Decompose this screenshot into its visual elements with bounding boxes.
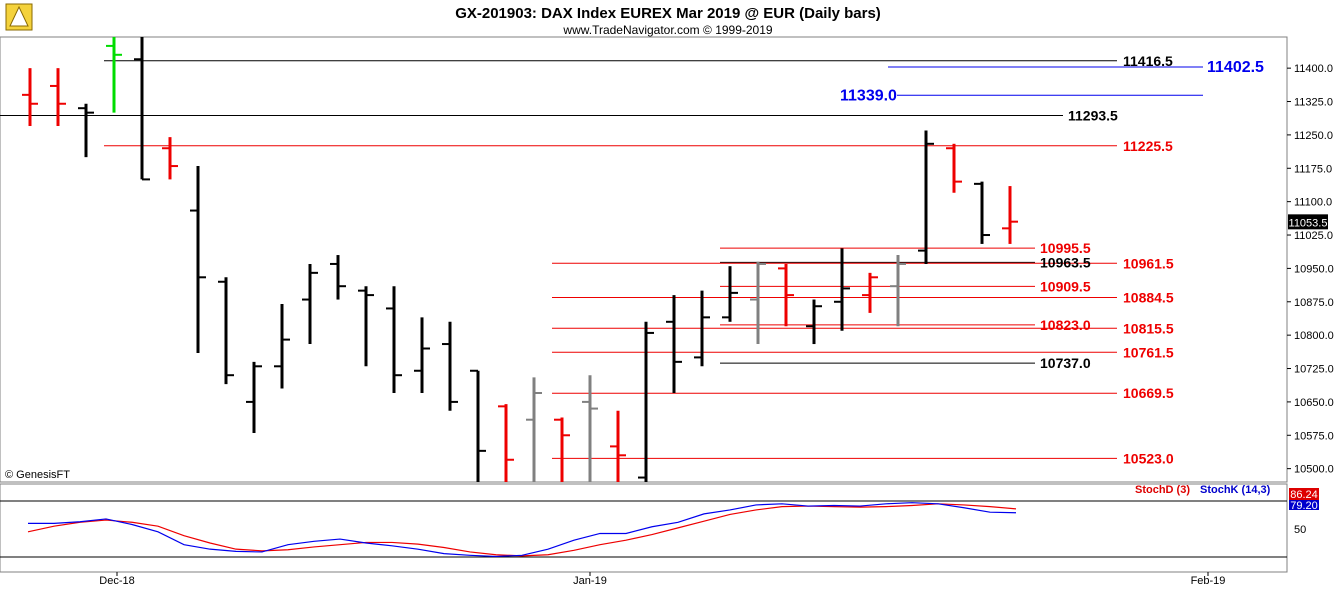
y-tick-label: 11100.0 bbox=[1294, 197, 1332, 209]
y-tick-label: 11025.0 bbox=[1294, 230, 1333, 242]
level-label: 11416.5 bbox=[1123, 53, 1173, 69]
level-label: 10523.0 bbox=[1123, 450, 1174, 466]
level-label: 10963.5 bbox=[1040, 254, 1091, 270]
stoch-d-legend: StochD (3) bbox=[1135, 484, 1190, 496]
y-tick-label: 10650.0 bbox=[1294, 397, 1334, 409]
stoch-k-value-box bbox=[1289, 500, 1319, 510]
price-bar bbox=[638, 321, 654, 482]
price-bar bbox=[890, 255, 906, 327]
stoch-series-line bbox=[27, 503, 1017, 557]
level-label: 10995.5 bbox=[1040, 240, 1091, 256]
price-bar bbox=[666, 295, 682, 393]
level-label: 11225.5 bbox=[1123, 138, 1173, 154]
price-bar bbox=[750, 261, 766, 345]
level-label: 11402.5 bbox=[1207, 59, 1264, 76]
y-tick-label: 11325.0 bbox=[1294, 97, 1333, 109]
price-bar bbox=[834, 248, 850, 331]
chart-title: GX-201903: DAX Index EUREX Mar 2019 @ EU… bbox=[455, 5, 881, 22]
price-bar bbox=[554, 417, 570, 482]
level-label: 10961.5 bbox=[1123, 255, 1174, 271]
stoch-k-value: 79.20 bbox=[1290, 500, 1318, 512]
price-bar bbox=[50, 68, 66, 126]
price-bar bbox=[190, 166, 206, 353]
level-label: 10909.5 bbox=[1040, 278, 1091, 294]
price-bar bbox=[1002, 186, 1018, 244]
stoch-d-value: 86.24 bbox=[1290, 489, 1318, 501]
chart-subtitle: www.TradeNavigator.com © 1999-2019 bbox=[562, 23, 772, 37]
price-bar bbox=[414, 317, 430, 393]
price-bar bbox=[806, 299, 822, 345]
price-panel bbox=[0, 36, 1288, 483]
price-bar bbox=[918, 130, 934, 264]
price-bar bbox=[582, 375, 598, 482]
level-label: 10823.0 bbox=[1040, 317, 1091, 333]
price-bar bbox=[302, 263, 318, 345]
x-tick-label: Dec-18 bbox=[99, 575, 134, 587]
price-bar bbox=[78, 103, 94, 158]
price-bar bbox=[778, 263, 794, 327]
y-tick-label: 10500.0 bbox=[1294, 464, 1334, 476]
price-axis: 11400.0 11325.0 11250.0 11175.0 11100.0 11025… bbox=[1287, 63, 1334, 476]
level-label: 10815.5 bbox=[1123, 320, 1174, 336]
stochastic-panel bbox=[0, 483, 1288, 573]
level-label: 11293.5 bbox=[1068, 108, 1118, 124]
last-price-label: 11053.5 bbox=[1289, 217, 1328, 229]
stoch-tick-label: 50 bbox=[1294, 524, 1306, 536]
x-tick-label: Jan-19 bbox=[573, 575, 607, 587]
y-tick-label: 11400.0 bbox=[1294, 63, 1333, 75]
price-bar bbox=[526, 377, 542, 482]
price-bar bbox=[274, 304, 290, 389]
level-label: 10761.5 bbox=[1123, 344, 1174, 360]
level-label: 11339.0 bbox=[840, 87, 897, 104]
logo-icon bbox=[5, 3, 33, 31]
stoch-k-legend: StochK (14,3) bbox=[1200, 484, 1271, 496]
price-bar bbox=[162, 137, 178, 180]
price-bar bbox=[358, 286, 374, 367]
price-bar bbox=[974, 181, 990, 244]
level-label: 10669.5 bbox=[1123, 385, 1174, 401]
price-bar bbox=[722, 266, 738, 322]
stoch-series-line bbox=[28, 502, 1017, 558]
price-bar bbox=[610, 410, 626, 482]
level-label: 10737.0 bbox=[1040, 355, 1091, 371]
price-bar bbox=[862, 272, 878, 313]
copyright-label: © GenesisFT bbox=[5, 469, 70, 481]
stoch-lines bbox=[27, 502, 1017, 558]
price-bars bbox=[22, 37, 1018, 482]
price-bar bbox=[218, 277, 234, 385]
price-bar bbox=[246, 361, 262, 434]
y-tick-label: 10575.0 bbox=[1294, 430, 1334, 442]
price-bar bbox=[22, 68, 38, 126]
price-bar bbox=[946, 143, 962, 193]
stoch-d-value-box bbox=[1289, 488, 1319, 500]
y-tick-label: 10725.0 bbox=[1294, 364, 1334, 376]
level-labels: 11416.5 11402.5 11339.0 11293.5 11225.5 10995… bbox=[840, 53, 1264, 467]
price-bar bbox=[470, 369, 486, 482]
x-tick-label: Feb-19 bbox=[1191, 575, 1226, 587]
y-tick-label: 10875.0 bbox=[1294, 297, 1334, 309]
price-bar bbox=[134, 37, 150, 181]
y-tick-label: 10800.0 bbox=[1294, 330, 1334, 342]
price-bar bbox=[498, 404, 514, 482]
x-axis: Dec-18 Jan-19 Feb-19 bbox=[99, 572, 1225, 587]
level-label: 10884.5 bbox=[1123, 290, 1174, 306]
price-bar bbox=[106, 37, 122, 113]
y-tick-label: 11175.0 bbox=[1294, 163, 1332, 175]
last-price-tag bbox=[1288, 214, 1328, 230]
y-tick-label: 11250.0 bbox=[1294, 130, 1333, 142]
level-lines bbox=[0, 60, 1203, 459]
y-tick-label: 10950.0 bbox=[1294, 263, 1334, 275]
price-bar bbox=[386, 286, 402, 393]
price-bar bbox=[330, 255, 346, 300]
price-bar bbox=[694, 290, 710, 367]
price-bar bbox=[442, 321, 458, 411]
